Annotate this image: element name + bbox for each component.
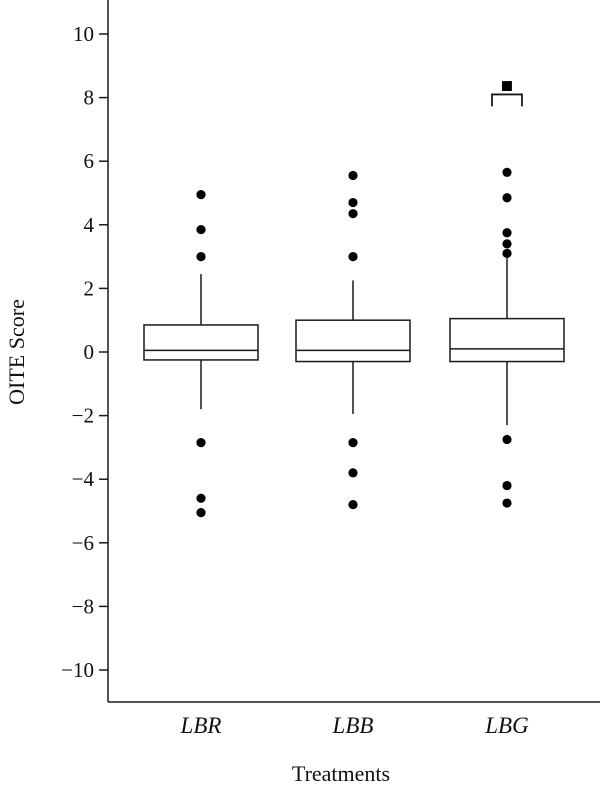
y-axis-title: OITE Score: [4, 299, 29, 405]
outlier-point: [502, 480, 512, 491]
y-tick-label: −10: [61, 658, 94, 682]
outlier-point: [196, 189, 206, 200]
outlier-point: [196, 438, 206, 448]
outlier-point: [502, 248, 512, 259]
y-tick-label: −2: [72, 404, 94, 428]
iqr-box: [449, 317, 565, 363]
box-lbr: [143, 189, 259, 518]
y-tick-label: 6: [84, 149, 95, 173]
y-tick-label: −6: [72, 531, 94, 555]
y-tick-label: 0: [84, 340, 95, 364]
x-axis-title: Treatments: [292, 761, 390, 786]
y-tick-label: −8: [72, 594, 94, 618]
outlier-point: [196, 507, 206, 518]
outlier-point: [502, 434, 512, 445]
y-tick-label: 10: [73, 22, 94, 46]
outlier-point: [348, 252, 358, 262]
outlier-point: [348, 170, 358, 181]
outlier-point: [502, 228, 512, 238]
y-tick-label: 8: [84, 86, 95, 110]
y-tick-label: 2: [84, 276, 95, 300]
outlier-point: [348, 197, 358, 208]
outlier-point: [502, 239, 512, 249]
outlier-point: [196, 493, 206, 503]
outlier-point: [348, 209, 358, 219]
y-tick-label: 4: [84, 213, 95, 237]
x-axis: LBR LBB LBG: [108, 701, 600, 738]
x-tick-label: LBB: [332, 713, 374, 738]
outlier-point: [348, 500, 358, 510]
outlier-point: [502, 193, 512, 203]
outlier-point: [502, 167, 512, 177]
iqr-box: [295, 319, 411, 363]
significance-annotation: ■: [491, 78, 523, 107]
box-lbg: [449, 167, 565, 508]
outlier-point: [502, 498, 512, 508]
significance-bracket: [491, 93, 523, 107]
outlier-point: [348, 438, 358, 448]
outlier-point: [196, 224, 206, 235]
y-axis: 10 8 6 4 2 0 −2 −4 −6 −8 −10: [61, 0, 109, 702]
iqr-box: [143, 324, 259, 361]
x-tick-label: LBR: [180, 713, 222, 738]
box-lbb: [295, 170, 411, 510]
x-tick-label: LBG: [484, 713, 529, 738]
outlier-point: [196, 252, 206, 262]
significance-marker: ■: [501, 78, 513, 93]
boxes: [143, 167, 565, 518]
y-tick-label: −4: [72, 467, 95, 491]
outlier-point: [348, 468, 358, 478]
